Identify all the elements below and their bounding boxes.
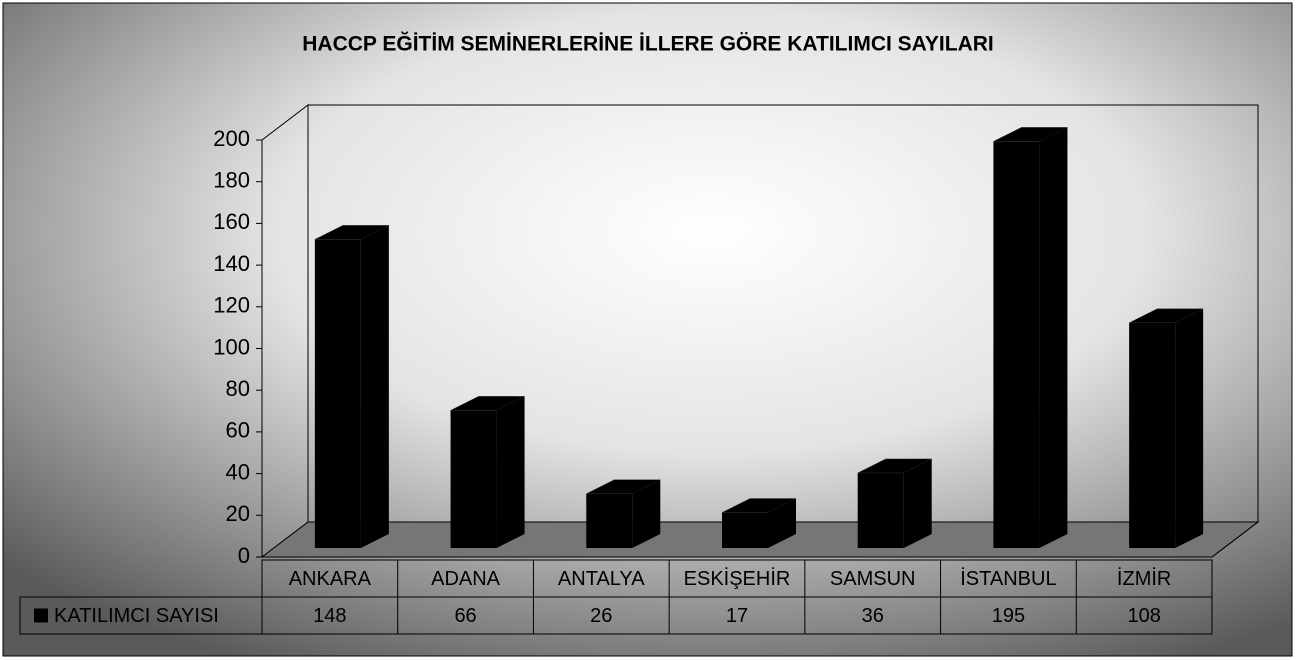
bar-side — [632, 479, 661, 548]
y-tick-label: 60 — [226, 418, 250, 443]
bar-side — [768, 498, 796, 548]
bar-front — [1129, 322, 1176, 548]
bar-front — [314, 239, 361, 549]
y-tick-label: 40 — [226, 459, 250, 484]
y-tick-label: 100 — [213, 334, 250, 359]
x-tick-label: İSTANBUL — [960, 567, 1056, 590]
table-value: 66 — [454, 605, 476, 627]
x-tick-label: ANTALYA — [558, 568, 645, 590]
y-tick-label: 120 — [213, 293, 250, 318]
x-tick-label: ADANA — [431, 568, 501, 590]
bar-side — [496, 396, 525, 548]
bar-side — [360, 225, 389, 549]
bar-front — [722, 512, 768, 548]
legend-key — [34, 608, 48, 623]
bar-front — [586, 493, 633, 548]
legend-label: KATILIMCI SAYISI — [54, 605, 219, 627]
table-value-row — [19, 596, 1213, 635]
y-tick-label: 180 — [213, 168, 250, 193]
bar-front — [450, 410, 497, 548]
y-tick-label: 200 — [213, 126, 250, 151]
bar-side — [1175, 308, 1204, 548]
floor-edge — [1211, 521, 1259, 558]
table-value: 195 — [992, 605, 1025, 627]
x-tick-label: İZMİR — [1117, 567, 1171, 590]
bar-front — [993, 141, 1040, 549]
bar-front — [857, 472, 904, 548]
bar-side — [903, 458, 932, 548]
table-value: 36 — [862, 605, 884, 627]
x-tick-label: ESKİŞEHİR — [684, 567, 791, 590]
table-value: 17 — [726, 605, 748, 627]
table-value: 108 — [1127, 605, 1160, 627]
table-value: 26 — [590, 605, 612, 627]
y-tick-label: 140 — [213, 251, 250, 276]
bar-side — [1039, 127, 1068, 549]
x-tick-label: ANKARA — [289, 568, 372, 590]
y-tick-label: 160 — [213, 209, 250, 234]
y-tick-label: 20 — [226, 501, 250, 526]
y-tick-label: 0 — [238, 543, 250, 568]
y-tick-label: 80 — [226, 376, 250, 401]
chart-title: HACCP EĞİTİM SEMİNERLERİNE İLLERE GÖRE K… — [302, 32, 994, 56]
table-value: 148 — [313, 605, 346, 627]
x-tick-label: SAMSUN — [830, 568, 916, 590]
